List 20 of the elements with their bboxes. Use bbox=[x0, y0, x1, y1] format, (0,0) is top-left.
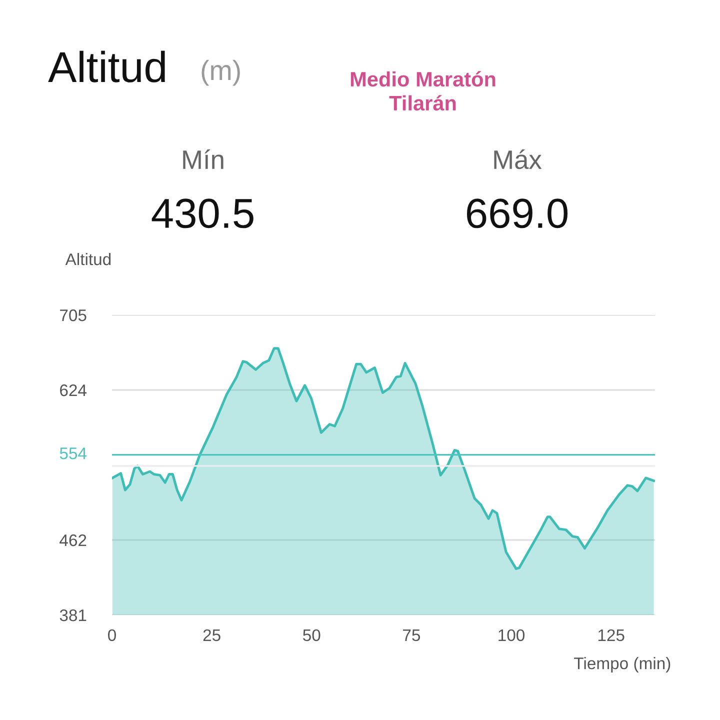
y-axis-title: Altitud bbox=[65, 252, 111, 266]
x-axis-title: Tiempo (min) bbox=[574, 657, 670, 673]
y-tick-label: 462 bbox=[60, 534, 86, 546]
x-tick-label: 100 bbox=[498, 629, 525, 642]
x-tick-label: 75 bbox=[403, 630, 420, 642]
y-tick-label: 381 bbox=[60, 609, 86, 622]
text: Medio Maratón Tilarán bbox=[350, 71, 496, 111]
text: 430.5 bbox=[152, 198, 254, 228]
ref-line-label: 554 bbox=[60, 448, 87, 460]
x-tick-label: 25 bbox=[203, 629, 220, 642]
x-tick-label: 50 bbox=[303, 629, 320, 642]
text: Mín bbox=[183, 149, 224, 169]
chart-subtitle: (m) bbox=[202, 60, 240, 86]
text: Máx bbox=[494, 149, 542, 170]
y-tick-label: 705 bbox=[60, 309, 86, 322]
text: 669.0 bbox=[466, 198, 568, 228]
x-tick-label: 125 bbox=[598, 629, 624, 642]
x-tick-label: 0 bbox=[108, 629, 116, 642]
chart-title: Altitud bbox=[48, 50, 165, 82]
y-tick-label: 624 bbox=[60, 384, 87, 396]
